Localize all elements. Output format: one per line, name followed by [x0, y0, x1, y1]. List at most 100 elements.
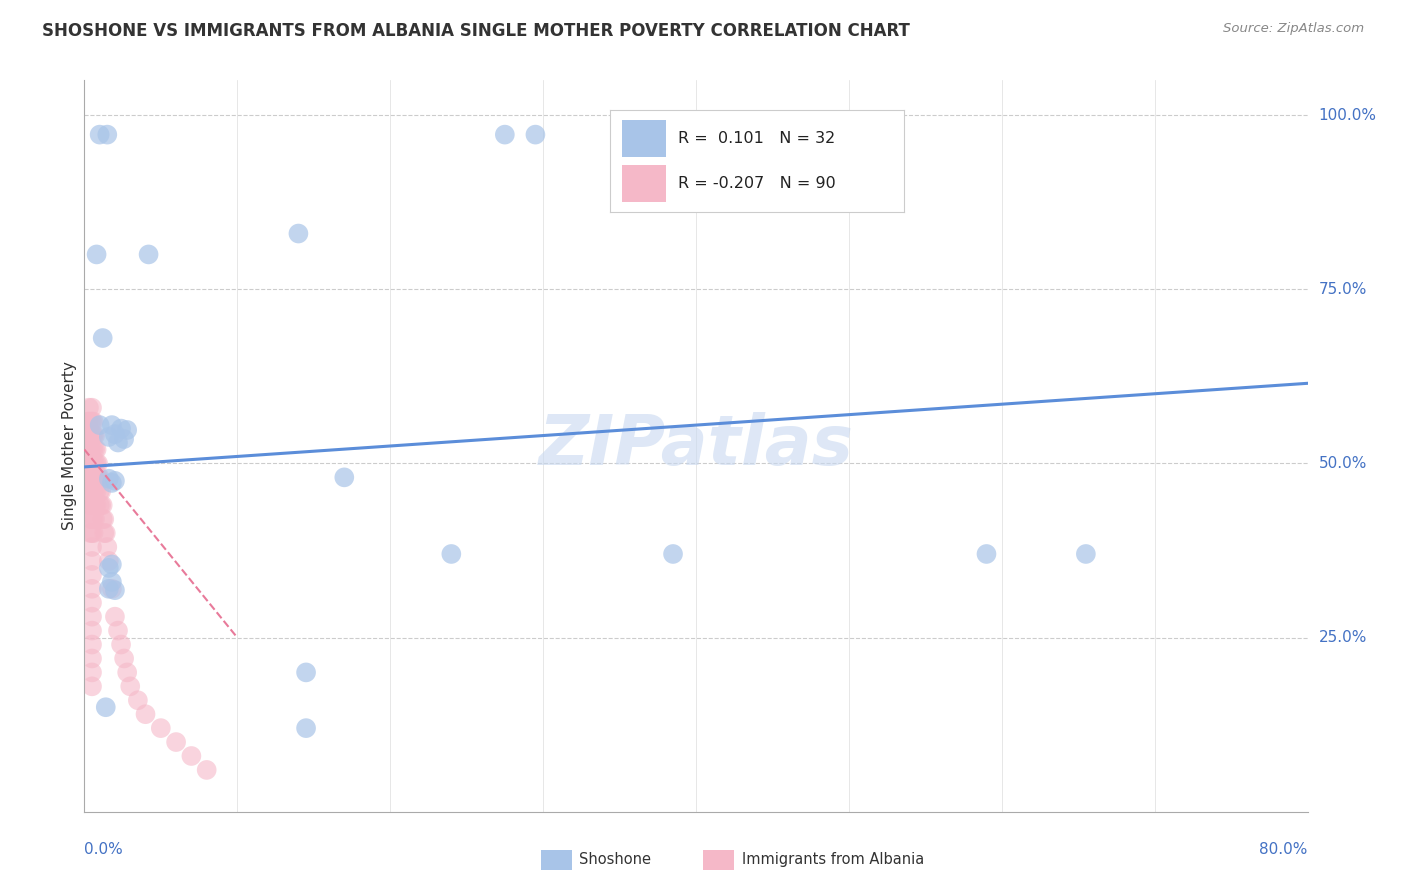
Point [90, 484, 112, 499]
Point [91, 498, 114, 512]
Point [94, 526, 117, 541]
Point [77, 401, 100, 415]
Point [104, 474, 127, 488]
Point [86, 498, 108, 512]
Point [80, 554, 103, 568]
Point [86, 470, 108, 484]
Point [104, 583, 127, 598]
Point [90, 498, 112, 512]
Point [83, 442, 105, 457]
Point [662, 547, 685, 561]
Point [80, 679, 103, 693]
Point [89, 498, 111, 512]
Text: 50.0%: 50.0% [1319, 456, 1367, 471]
Text: 0.0%: 0.0% [84, 842, 124, 857]
Point [333, 470, 356, 484]
Point [77, 415, 100, 429]
Point [97, 554, 120, 568]
Point [295, 665, 318, 680]
Point [80, 596, 103, 610]
Point [149, 721, 172, 735]
Point [112, 651, 135, 665]
Point [494, 128, 516, 142]
Point [83, 428, 105, 442]
Point [80, 401, 103, 415]
Point [79, 457, 101, 471]
Text: Shoshone: Shoshone [579, 853, 651, 867]
Point [91, 512, 114, 526]
Point [84, 470, 107, 484]
Point [96, 540, 118, 554]
Point [107, 435, 129, 450]
Point [80, 428, 103, 442]
Point [97, 472, 120, 486]
Point [180, 749, 202, 764]
Point [79, 526, 101, 541]
Point [80, 526, 103, 541]
Point [76, 428, 98, 442]
Point [101, 582, 124, 596]
Point [76, 457, 98, 471]
Point [112, 432, 135, 446]
Point [83, 484, 105, 499]
Text: 100.0%: 100.0% [1319, 108, 1376, 122]
Point [138, 247, 160, 261]
Point [80, 484, 103, 499]
Text: 80.0%: 80.0% [1260, 842, 1308, 857]
Point [77, 484, 100, 499]
Point [86, 484, 108, 499]
Point [76, 415, 98, 429]
Text: ZIPatlas: ZIPatlas [538, 412, 853, 480]
Point [80, 470, 103, 484]
Point [77, 428, 100, 442]
Point [96, 128, 118, 142]
Point [1074, 547, 1097, 561]
Point [77, 442, 100, 457]
Point [287, 227, 309, 241]
Point [83, 415, 105, 429]
Text: Immigrants from Albania: Immigrants from Albania [742, 853, 925, 867]
Point [80, 498, 103, 512]
Point [80, 651, 103, 665]
Point [79, 442, 101, 457]
Point [80, 415, 103, 429]
Point [84, 442, 107, 457]
Point [104, 427, 127, 442]
Point [83, 526, 105, 541]
Point [80, 582, 103, 596]
Point [79, 512, 101, 526]
Point [80, 540, 103, 554]
Point [101, 475, 124, 490]
Point [84, 428, 107, 442]
Point [87, 470, 110, 484]
Point [97, 561, 120, 575]
Point [120, 679, 142, 693]
Point [84, 512, 107, 526]
Point [110, 421, 132, 435]
Text: SHOSHONE VS IMMIGRANTS FROM ALBANIA SINGLE MOTHER POVERTY CORRELATION CHART: SHOSHONE VS IMMIGRANTS FROM ALBANIA SING… [42, 22, 910, 40]
Point [110, 638, 132, 652]
Point [80, 567, 103, 582]
Point [86, 247, 108, 261]
Point [127, 693, 149, 707]
Point [89, 128, 111, 142]
Point [83, 457, 105, 471]
Text: R = -0.207   N = 90: R = -0.207 N = 90 [678, 176, 835, 191]
Point [84, 498, 107, 512]
Point [440, 547, 463, 561]
Point [976, 547, 998, 561]
Point [97, 430, 120, 444]
Point [87, 457, 110, 471]
Point [79, 415, 101, 429]
Bar [621, 120, 666, 157]
Point [79, 484, 101, 499]
Point [79, 428, 101, 442]
Point [84, 484, 107, 499]
Point [80, 638, 103, 652]
Text: Source: ZipAtlas.com: Source: ZipAtlas.com [1223, 22, 1364, 36]
Point [94, 700, 117, 714]
Point [77, 457, 100, 471]
Point [79, 470, 101, 484]
Point [101, 574, 124, 589]
Point [93, 512, 115, 526]
